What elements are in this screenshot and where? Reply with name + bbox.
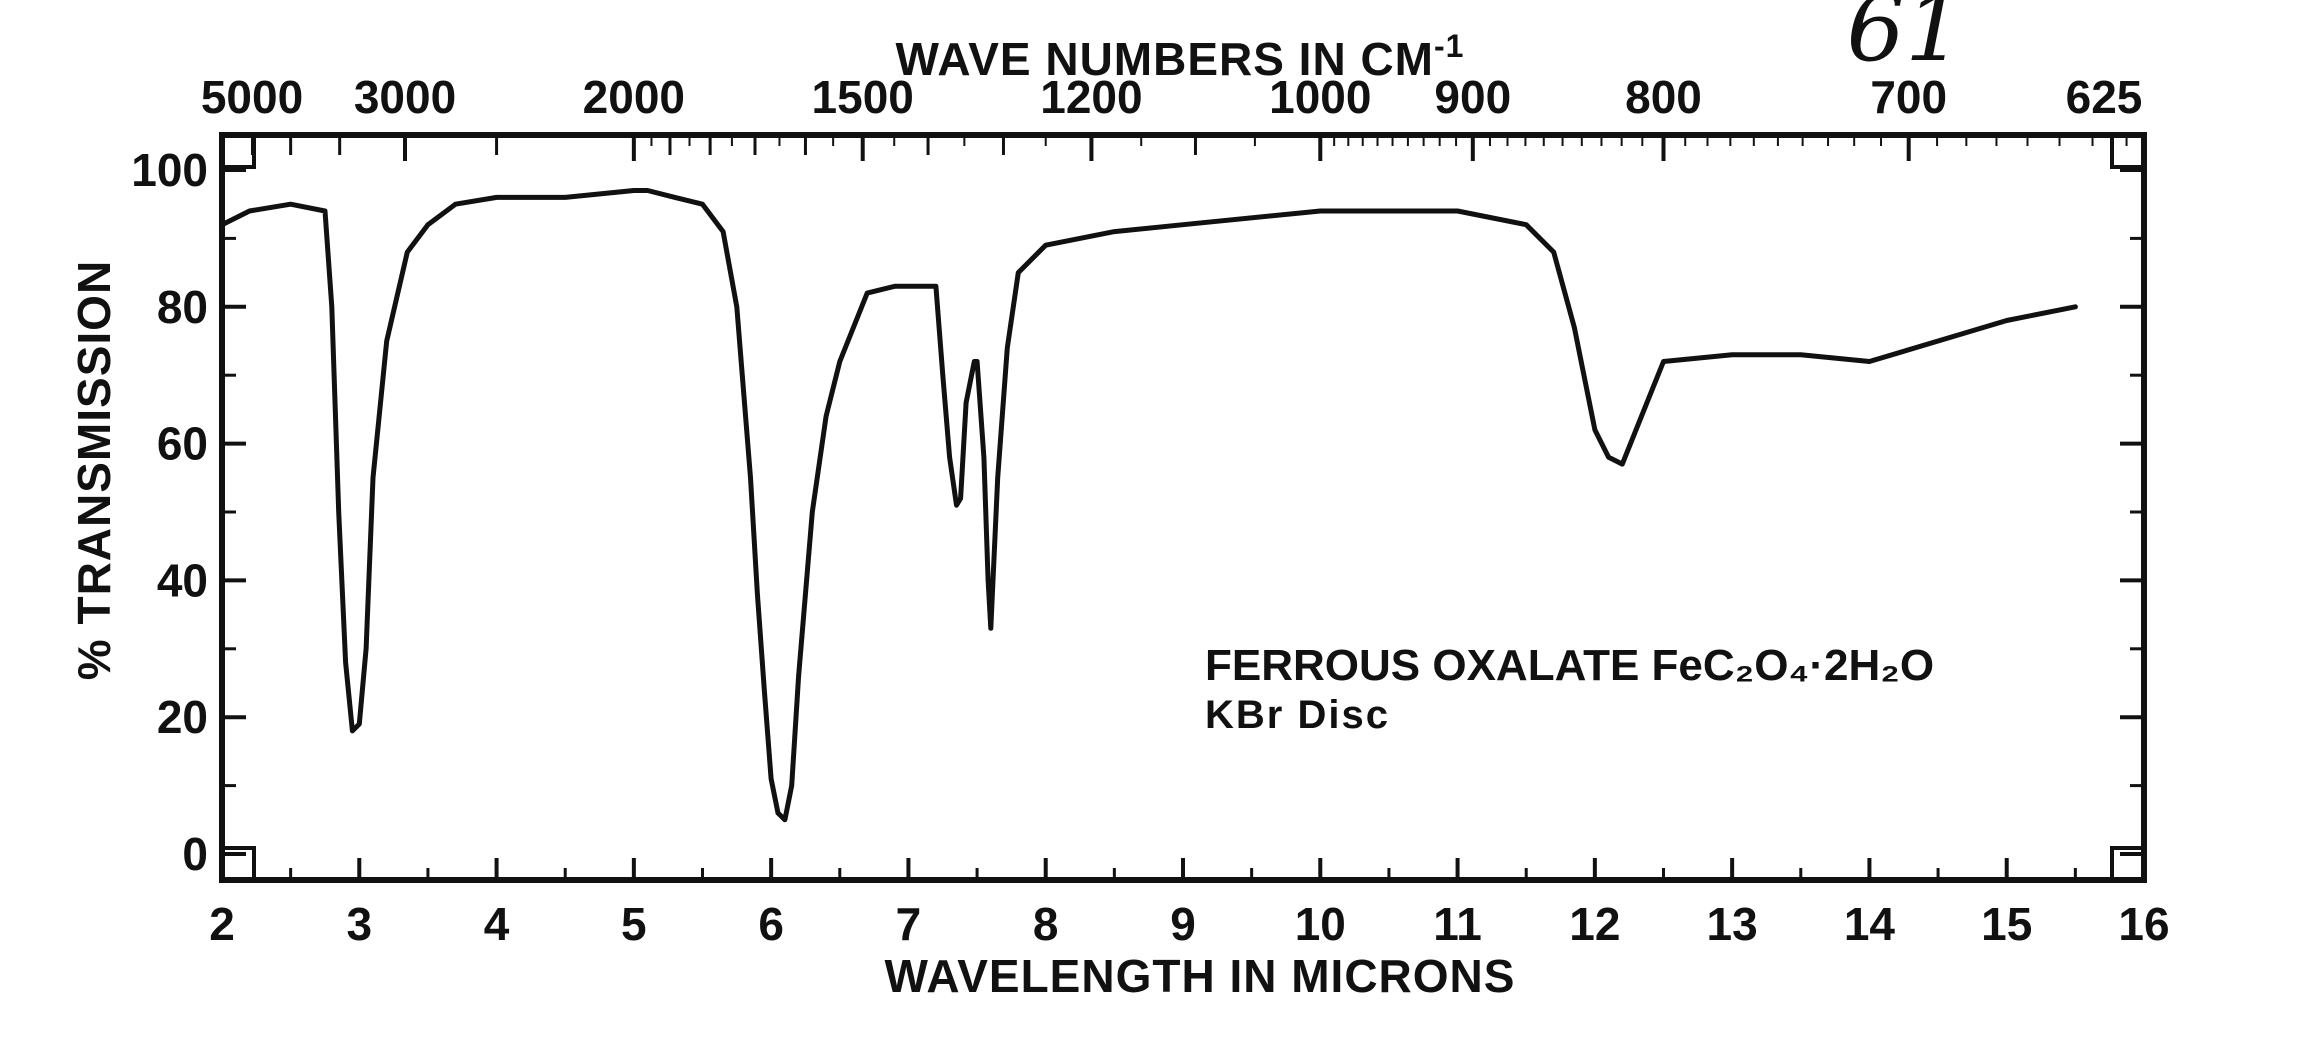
handwritten-page-number: 61 (1846, 0, 1963, 82)
top-tick-label: 800 (1625, 71, 1702, 123)
x-tick-label: 12 (1569, 898, 1620, 950)
sample-prep-annotation: KBr Disc (1205, 693, 1390, 737)
x-tick-label: 6 (758, 898, 784, 950)
top-tick-label: 2000 (583, 71, 685, 123)
top-axis-title-text: WAVE NUMBERS IN CM (896, 33, 1435, 85)
top-tick-label: 1000 (1269, 71, 1371, 123)
y-tick-label: 100 (131, 144, 208, 196)
x-axis-title: WAVELENGTH IN MICRONS (885, 950, 1516, 1002)
corner-box-top-right (2110, 133, 2146, 169)
x-tick-label: 10 (1295, 898, 1346, 950)
y-tick-label: 0 (182, 828, 208, 880)
tick-labels: 2 3 4 5 6 7 8 9 10 11 12 13 14 15 16 0 20 40 60 80 100 5000 30… (131, 71, 2169, 950)
top-tick-label: 900 (1434, 71, 1511, 123)
top-axis-title-superscript: -1 (1434, 28, 1464, 64)
x-tick-label: 13 (1707, 898, 1758, 950)
y-tick-label: 40 (157, 554, 208, 606)
compound-annotation: FERROUS OXALATE FeC₂O₄·2H₂O (1205, 641, 1934, 690)
x-tick-label: 11 (1433, 898, 1482, 950)
top-tick-label: 1500 (812, 71, 914, 123)
x-tick-label: 4 (484, 898, 510, 950)
x-tick-label: 3 (346, 898, 372, 950)
top-tick-label: 625 (2066, 71, 2143, 123)
y-tick-label: 80 (157, 281, 208, 333)
y-axis-title: % TRANSMISSION (68, 260, 120, 680)
top-tick-label: 3000 (354, 71, 456, 123)
x-tick-label: 9 (1170, 898, 1196, 950)
corner-box-top-left (220, 133, 256, 169)
plot-frame (219, 132, 2147, 883)
x-tick-label: 15 (1981, 898, 2032, 950)
x-tick-label: 16 (2118, 898, 2169, 950)
transmission-curve (219, 188, 2078, 823)
x-tick-label: 5 (621, 898, 647, 950)
top-tick-label: 1200 (1040, 71, 1142, 123)
top-tick-label: 5000 (201, 71, 303, 123)
tick-marks (220, 135, 2146, 880)
y-tick-label: 20 (157, 691, 208, 743)
x-tick-label: 8 (1033, 898, 1059, 950)
y-tick-label: 60 (157, 418, 208, 470)
x-tick-label: 2 (209, 898, 235, 950)
series-layer (219, 188, 2078, 823)
top-axis-title: WAVE NUMBERS IN CM-1 (896, 28, 1465, 85)
x-tick-label: 14 (1844, 898, 1896, 950)
top-tick-label: 700 (1870, 71, 1947, 123)
x-tick-label: 7 (896, 898, 922, 950)
